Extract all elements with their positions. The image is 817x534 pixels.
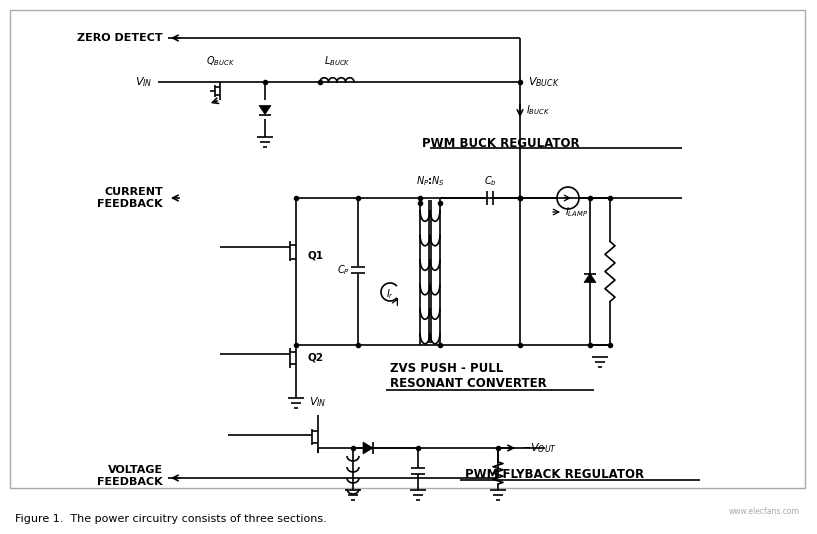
Polygon shape <box>259 106 271 114</box>
Text: PWM BUCK REGULATOR: PWM BUCK REGULATOR <box>422 137 580 150</box>
Text: $I_r$: $I_r$ <box>386 287 394 301</box>
Text: $C_b$: $C_b$ <box>484 174 497 188</box>
Text: PWM FLYBACK REGULATOR: PWM FLYBACK REGULATOR <box>465 468 644 481</box>
Polygon shape <box>584 273 596 282</box>
Polygon shape <box>363 442 373 454</box>
Text: $V_{IN}$: $V_{IN}$ <box>136 75 153 89</box>
Text: $I_{BUCK}$: $I_{BUCK}$ <box>526 103 550 117</box>
Text: $Q_{BUCK}$: $Q_{BUCK}$ <box>206 54 234 68</box>
Text: ZVS PUSH - PULL
RESONANT CONVERTER: ZVS PUSH - PULL RESONANT CONVERTER <box>390 362 547 390</box>
Text: $V_{IN}$: $V_{IN}$ <box>310 395 327 409</box>
Text: Q1: Q1 <box>308 250 324 260</box>
Bar <box>10 10 805 488</box>
Text: CURRENT
FEEDBACK: CURRENT FEEDBACK <box>97 187 163 209</box>
Text: VOLTAGE
FEEDBACK: VOLTAGE FEEDBACK <box>97 465 163 487</box>
Text: Q2: Q2 <box>308 353 324 363</box>
Text: $N_P$:$N_S$: $N_P$:$N_S$ <box>416 174 444 188</box>
Text: $I_{LAMP}$: $I_{LAMP}$ <box>565 205 588 219</box>
Text: Figure 1.  The power circuitry consists of three sections.: Figure 1. The power circuitry consists o… <box>15 514 327 524</box>
Text: $C_P$: $C_P$ <box>337 263 350 277</box>
Text: www.elecfans.com: www.elecfans.com <box>729 507 800 516</box>
Text: $L_{BUCK}$: $L_{BUCK}$ <box>324 54 350 68</box>
Text: ZERO DETECT: ZERO DETECT <box>78 33 163 43</box>
Text: $V_{BUCK}$: $V_{BUCK}$ <box>528 75 560 89</box>
Text: $-V_{OUT}$: $-V_{OUT}$ <box>521 441 557 455</box>
